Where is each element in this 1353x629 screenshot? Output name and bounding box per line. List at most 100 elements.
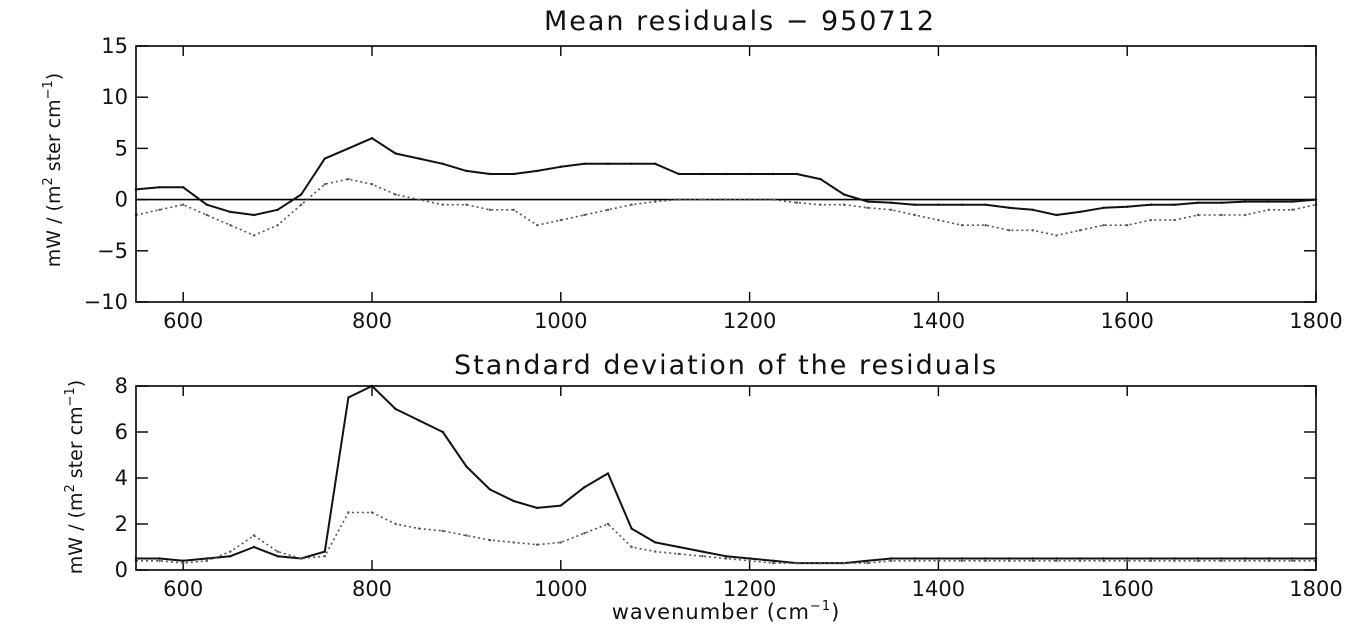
std-point-solid-1675 <box>1196 557 1200 560</box>
mean-ytick-label-3: 5 <box>115 136 128 160</box>
std-ytick-label-1: 2 <box>115 512 128 536</box>
std-point-solid-1000 <box>559 504 562 507</box>
std-point-dotted-1350 <box>890 559 893 562</box>
mean-point-solid-1350 <box>890 201 893 204</box>
std-point-dotted-1100 <box>654 550 657 553</box>
mean-point-dotted-1275 <box>819 203 822 206</box>
mean-point-solid-1325 <box>866 200 869 203</box>
std-point-solid-825 <box>394 407 397 411</box>
mean-point-solid-1125 <box>677 172 680 176</box>
std-xtick-label-600: 600 <box>163 577 203 601</box>
mean-point-dotted-1150 <box>701 198 704 201</box>
mean-point-solid-1550 <box>1078 210 1082 214</box>
std-xtick-label-1800: 1800 <box>1289 577 1342 601</box>
std-point-solid-1525 <box>1055 557 1058 560</box>
std-point-solid-1200 <box>748 557 751 560</box>
std-point-solid-1750 <box>1267 557 1271 560</box>
std-point-dotted-875 <box>441 529 444 533</box>
std-point-solid-1225 <box>772 559 775 562</box>
mean-point-dotted-1725 <box>1244 213 1247 217</box>
mean-point-dotted-1100 <box>654 200 657 203</box>
std-point-solid-1775 <box>1291 557 1294 560</box>
mean-series-solid <box>135 137 1317 216</box>
std-residuals-axes: 600 800 1000 1200 1400 1600 1800 0 2 4 6 8 <box>115 374 1343 601</box>
mean-point-solid-1300 <box>842 193 846 196</box>
mean-point-dotted-1200 <box>748 198 751 201</box>
mean-ytick-label-1: −5 <box>97 239 128 263</box>
mean-point-dotted-1175 <box>724 198 728 201</box>
std-point-dotted-1250 <box>795 561 798 565</box>
std-residuals-title: Standard deviation of the residuals <box>454 350 998 381</box>
std-point-dotted-1675 <box>1196 559 1200 562</box>
std-point-dotted-1775 <box>1291 559 1294 562</box>
std-point-dotted-975 <box>536 543 539 546</box>
std-point-solid-1025 <box>583 486 586 489</box>
std-point-dotted-1300 <box>842 561 846 565</box>
mean-point-dotted-850 <box>418 198 421 201</box>
mean-xtick-label-1400: 1400 <box>912 309 965 333</box>
std-point-solid-600 <box>182 559 185 562</box>
mean-xtick-label-1200: 1200 <box>723 309 776 333</box>
mean-point-solid-1200 <box>748 172 751 176</box>
mean-point-dotted-725 <box>300 203 303 206</box>
mean-point-solid-1450 <box>984 203 987 206</box>
mean-xtick-label-1000: 1000 <box>534 309 587 333</box>
std-point-dotted-575 <box>158 559 161 562</box>
std-point-dotted-825 <box>394 522 397 526</box>
std-point-solid-1075 <box>630 527 633 530</box>
std-point-dotted-750 <box>323 555 326 558</box>
std-residuals-series <box>134 384 1318 565</box>
mean-point-dotted-1575 <box>1102 224 1105 227</box>
std-point-dotted-675 <box>252 534 256 537</box>
mean-point-dotted-1050 <box>606 208 610 211</box>
mean-point-solid-1475 <box>1008 206 1011 209</box>
std-point-dotted-950 <box>512 541 515 544</box>
std-point-dotted-1375 <box>913 559 916 562</box>
mean-point-dotted-1750 <box>1267 208 1271 211</box>
mean-residuals-axes: 600 800 1000 1200 1400 1600 1800 −10 −5 0 5 10 15 <box>84 34 1343 333</box>
std-residuals-panel: Standard deviation of the residuals mW /… <box>63 350 1343 624</box>
mean-point-dotted-1550 <box>1078 229 1082 232</box>
std-point-dotted-1200 <box>748 559 751 562</box>
mean-point-solid-1050 <box>606 162 610 165</box>
std-point-dotted-1450 <box>984 559 987 562</box>
std-point-dotted-725 <box>300 557 303 560</box>
std-point-solid-750 <box>323 550 326 553</box>
wavenumber-xlabel: wavenumber (cm−1) <box>612 599 841 624</box>
mean-point-solid-875 <box>441 162 444 165</box>
mean-point-solid-1175 <box>724 172 728 176</box>
std-point-solid-1325 <box>866 559 869 562</box>
mean-point-solid-1400 <box>937 203 940 206</box>
std-point-dotted-850 <box>418 527 421 530</box>
mean-point-dotted-1700 <box>1220 213 1223 217</box>
mean-point-solid-975 <box>536 169 539 173</box>
mean-point-solid-950 <box>512 172 515 176</box>
std-point-dotted-1550 <box>1078 559 1082 562</box>
std-point-solid-1350 <box>890 557 893 560</box>
std-point-solid-1700 <box>1220 557 1223 560</box>
mean-point-dotted-1225 <box>772 198 775 201</box>
mean-xtick-label-600: 600 <box>163 309 203 333</box>
mean-point-solid-825 <box>394 152 397 155</box>
mean-point-dotted-1675 <box>1196 213 1200 217</box>
mean-point-dotted-1425 <box>960 224 964 227</box>
mean-point-dotted-1475 <box>1008 229 1011 232</box>
mean-point-solid-1150 <box>701 172 704 176</box>
std-point-solid-1550 <box>1078 557 1082 560</box>
mean-point-dotted-625 <box>205 213 208 217</box>
std-point-solid-925 <box>488 488 492 491</box>
std-point-dotted-1650 <box>1173 559 1176 562</box>
std-point-dotted-1725 <box>1244 559 1247 562</box>
mean-ytick-label-5: 15 <box>101 34 128 58</box>
std-point-solid-1050 <box>606 472 610 475</box>
std-point-dotted-1525 <box>1055 559 1058 562</box>
mean-point-dotted-975 <box>536 224 539 227</box>
std-point-solid-1175 <box>724 555 728 558</box>
mean-point-dotted-675 <box>252 234 256 237</box>
mean-point-dotted-825 <box>394 193 397 196</box>
mean-point-solid-650 <box>229 210 232 214</box>
mean-point-dotted-1650 <box>1173 218 1176 222</box>
mean-point-dotted-575 <box>158 208 161 211</box>
std-point-dotted-600 <box>182 561 185 565</box>
